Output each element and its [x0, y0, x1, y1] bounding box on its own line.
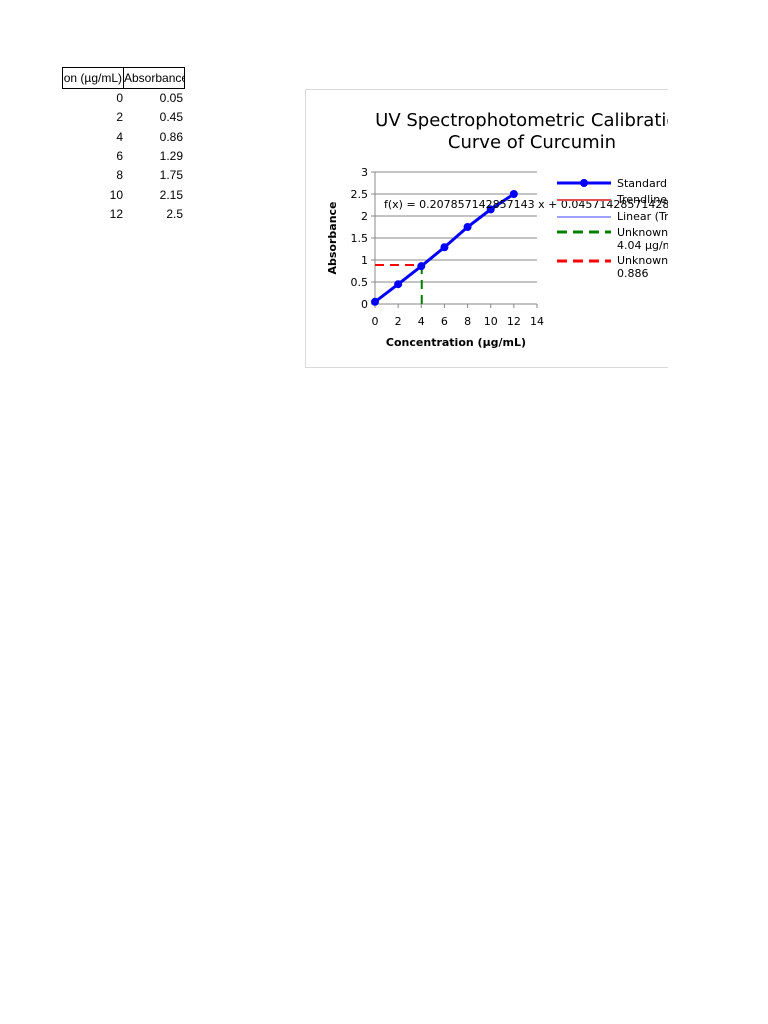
standard-point-marker	[417, 262, 426, 271]
x-tick-label: 4	[418, 315, 425, 328]
table-cell-absorbance[interactable]: 0.05	[159, 91, 183, 105]
x-axis-label: Concentration (µg/mL)	[386, 336, 526, 349]
legend-label-unknown-concentration-line-2: 4.04 µg/mL	[617, 239, 668, 252]
chart-title-line-1: UV Spectrophotometric Calibration	[375, 110, 668, 131]
y-tick-label: 1.5	[351, 232, 369, 245]
standard-point-marker	[463, 223, 472, 231]
standard-point-marker	[440, 243, 449, 252]
y-tick-label: 3	[361, 166, 368, 179]
y-tick-label: 2.5	[351, 188, 369, 201]
table-cell-concentration[interactable]: 8	[116, 168, 123, 183]
y-tick-label: 0	[361, 298, 368, 311]
table-cell-concentration[interactable]: 12	[109, 206, 123, 221]
x-tick-label: 8	[464, 315, 471, 328]
legend-label-unknown-absorbance-line-1: Unknown Absorbance	[617, 254, 668, 267]
trendline-equation: f(x) = 0.207857142857143 x + 0.045714285…	[384, 198, 668, 211]
table-cell-concentration[interactable]: 6	[116, 148, 123, 163]
standard-point-marker	[486, 205, 495, 214]
chart[interactable]: UV Spectrophotometric Calibration Curve o…	[305, 89, 668, 368]
table-cell-absorbance[interactable]: 0.45	[159, 110, 183, 125]
legend-marker-standard-points	[580, 179, 588, 187]
legend-label-linear: Linear (Trendline)	[617, 210, 668, 223]
table-cell-concentration[interactable]: 2	[116, 110, 123, 125]
table-cell-absorbance[interactable]: 2.15	[159, 187, 183, 202]
table-cell-absorbance[interactable]: 0.86	[159, 129, 183, 144]
legend-label-unknown-concentration-line-1: Unknown Concentration	[617, 226, 668, 239]
legend-label-unknown-absorbance-line-2: 0.886	[617, 267, 649, 280]
y-tick-label: 2	[361, 210, 368, 223]
x-tick-label: 10	[484, 315, 498, 328]
x-tick-label: 0	[372, 315, 379, 328]
header-concentration[interactable]: Concentration (µg/mL)	[62, 67, 124, 89]
table-cell-absorbance[interactable]: 1.29	[159, 148, 183, 163]
legend-label-trendline: Trendline	[616, 193, 667, 206]
x-tick-label: 6	[441, 315, 448, 328]
table-cell-concentration[interactable]: 10	[109, 187, 123, 202]
y-tick-label: 0.5	[351, 276, 369, 289]
standard-point-marker	[371, 297, 379, 306]
table-cell-absorbance[interactable]: 1.75	[159, 168, 183, 183]
y-axis-label: Absorbance	[326, 201, 339, 274]
x-tick-label: 2	[395, 315, 402, 328]
table-cell-absorbance[interactable]: 2.5	[166, 206, 183, 221]
x-tick-label: 14	[530, 315, 544, 328]
header-absorbance[interactable]: Absorbance	[123, 67, 185, 89]
table-cell-concentration[interactable]: 4	[116, 129, 123, 144]
table-cell-concentration[interactable]: 0	[116, 91, 123, 105]
standard-point-marker	[509, 190, 518, 198]
chart-title-line-2: Curve of Curcumin	[448, 132, 616, 153]
legend-label-standard-points: Standard Points	[617, 177, 668, 190]
standard-point-marker	[394, 280, 403, 289]
x-tick-label: 12	[507, 315, 521, 328]
y-tick-label: 1	[361, 254, 368, 267]
